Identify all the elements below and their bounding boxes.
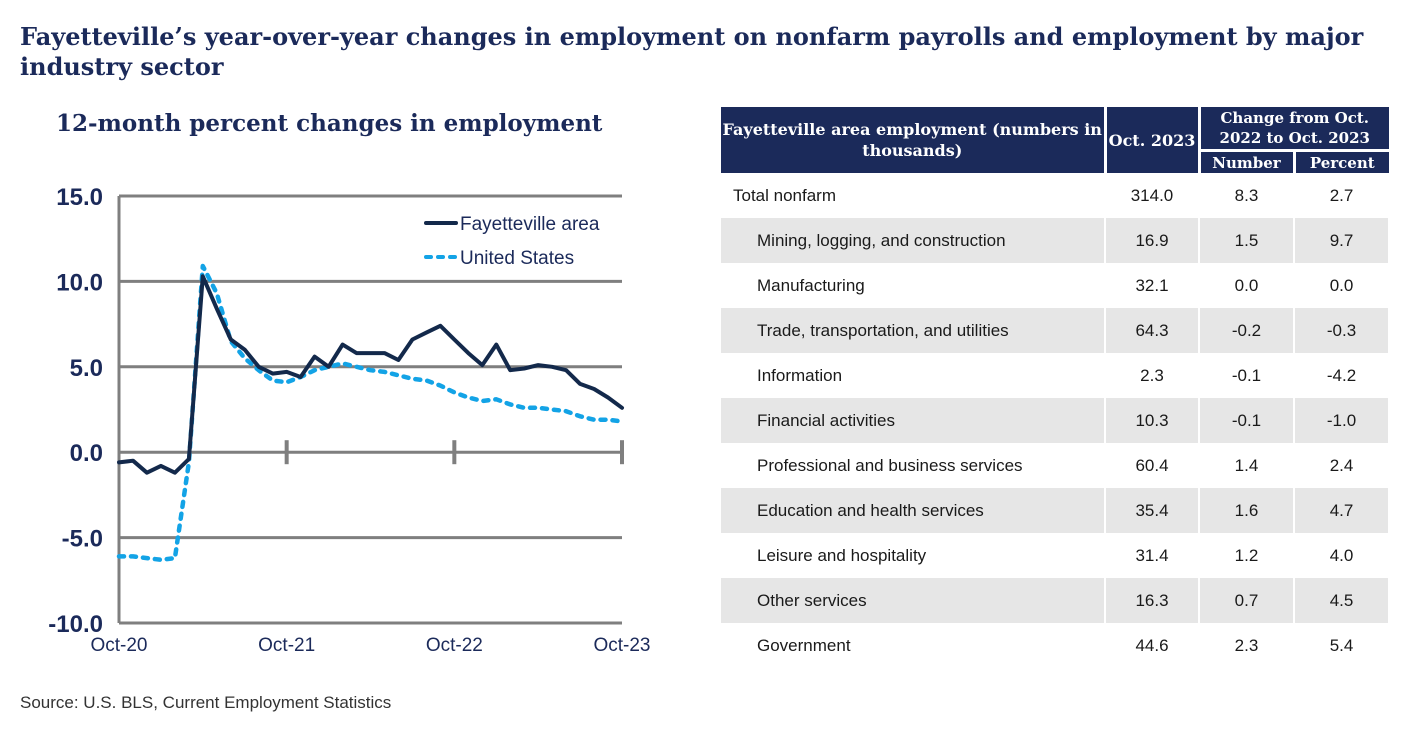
table-row: Leisure and hospitality 31.4 1.2 4.0 bbox=[721, 533, 1391, 578]
row-oct-value: 32.1 bbox=[1104, 263, 1200, 308]
row-change-percent: -4.2 bbox=[1292, 353, 1391, 398]
row-oct-value: 60.4 bbox=[1104, 443, 1200, 488]
row-label: Other services bbox=[721, 578, 1106, 623]
row-change-percent: 4.0 bbox=[1292, 533, 1391, 578]
row-label: Leisure and hospitality bbox=[721, 533, 1106, 578]
x-tick-label: Oct-20 bbox=[90, 635, 147, 656]
source-note: Source: U.S. BLS, Current Employment Sta… bbox=[20, 693, 392, 712]
row-change-percent: 4.5 bbox=[1292, 578, 1391, 623]
y-tick-label: 5.0 bbox=[70, 355, 103, 382]
row-change-number: 1.4 bbox=[1198, 443, 1295, 488]
row-change-number: 0.7 bbox=[1198, 578, 1295, 623]
chart-title: 12-month percent changes in employment bbox=[56, 110, 603, 137]
row-change-percent: 2.7 bbox=[1292, 173, 1391, 218]
row-change-percent: 5.4 bbox=[1292, 623, 1391, 668]
table-row: Financial activities 10.3 -0.1 -1.0 bbox=[721, 398, 1391, 443]
series-line-united-states bbox=[116, 263, 625, 563]
y-tick-label: 0.0 bbox=[70, 440, 103, 467]
table-row: Information 2.3 -0.1 -4.2 bbox=[721, 353, 1391, 398]
row-label: Information bbox=[721, 353, 1106, 398]
y-tick-label: -10.0 bbox=[48, 611, 103, 638]
row-oct-value: 16.9 bbox=[1104, 218, 1200, 263]
row-change-number: 1.2 bbox=[1198, 533, 1295, 578]
table-row: Professional and business services 60.4 1.… bbox=[721, 443, 1391, 488]
legend-label: Fayetteville area bbox=[460, 214, 600, 235]
header-percent: Percent bbox=[1294, 150, 1390, 173]
table-row: Other services 16.3 0.7 4.5 bbox=[721, 578, 1391, 623]
row-change-number: -0.2 bbox=[1198, 308, 1295, 353]
table-row: Government 44.6 2.3 5.4 bbox=[721, 623, 1391, 668]
row-change-percent: 2.4 bbox=[1292, 443, 1391, 488]
x-tick-label: Oct-23 bbox=[593, 635, 650, 656]
row-oct-value: 16.3 bbox=[1104, 578, 1200, 623]
row-change-number: 1.6 bbox=[1198, 488, 1295, 533]
row-change-number: 1.5 bbox=[1198, 218, 1295, 263]
row-change-percent: -0.3 bbox=[1292, 308, 1391, 353]
table-row: Mining, logging, and construction 16.9 1.5… bbox=[721, 218, 1391, 263]
row-label: Manufacturing bbox=[721, 263, 1106, 308]
employment-table: Fayetteville area employment (numbers in… bbox=[721, 107, 1391, 668]
row-change-percent: 4.7 bbox=[1292, 488, 1391, 533]
row-label: Government bbox=[721, 623, 1106, 668]
row-change-number: -0.1 bbox=[1198, 353, 1295, 398]
y-tick-label: 10.0 bbox=[56, 269, 103, 296]
y-tick-label: -5.0 bbox=[62, 526, 103, 553]
row-change-number: 2.3 bbox=[1198, 623, 1295, 668]
row-oct-value: 314.0 bbox=[1104, 173, 1200, 218]
series-line-fayetteville bbox=[117, 274, 624, 475]
row-change-number: -0.1 bbox=[1198, 398, 1295, 443]
header-change: Change from Oct. 2022 to Oct. 2023 bbox=[1199, 107, 1390, 152]
row-oct-value: 31.4 bbox=[1104, 533, 1200, 578]
row-label: Mining, logging, and construction bbox=[721, 218, 1106, 263]
row-label: Education and health services bbox=[721, 488, 1106, 533]
figure-title: Fayetteville’s year-over-year changes in… bbox=[20, 22, 1364, 81]
row-change-percent: -1.0 bbox=[1292, 398, 1391, 443]
y-tick-label: 15.0 bbox=[56, 184, 103, 211]
row-oct-value: 35.4 bbox=[1104, 488, 1200, 533]
x-tick-label: Oct-22 bbox=[426, 635, 483, 656]
table-row: Total nonfarm 314.0 8.3 2.7 bbox=[721, 173, 1391, 218]
row-label: Total nonfarm bbox=[721, 173, 1106, 218]
header-oct-2023: Oct. 2023 bbox=[1105, 107, 1201, 173]
table-row: Education and health services 35.4 1.6 4.7 bbox=[721, 488, 1391, 533]
row-change-percent: 0.0 bbox=[1292, 263, 1391, 308]
row-change-percent: 9.7 bbox=[1292, 218, 1391, 263]
table-body: Total nonfarm 314.0 8.3 2.7 Mining, logging,… bbox=[721, 173, 1391, 668]
legend-label: United States bbox=[460, 248, 574, 269]
row-label: Professional and business services bbox=[721, 443, 1106, 488]
row-oct-value: 10.3 bbox=[1104, 398, 1200, 443]
x-tick-label: Oct-21 bbox=[258, 635, 315, 656]
table-row: Manufacturing 32.1 0.0 0.0 bbox=[721, 263, 1391, 308]
row-oct-value: 2.3 bbox=[1104, 353, 1200, 398]
row-change-number: 0.0 bbox=[1198, 263, 1295, 308]
row-change-number: 8.3 bbox=[1198, 173, 1295, 218]
header-employment: Fayetteville area employment (numbers in… bbox=[721, 107, 1107, 173]
table-row: Trade, transportation, and utilities 64.3… bbox=[721, 308, 1391, 353]
row-label: Financial activities bbox=[721, 398, 1106, 443]
row-oct-value: 64.3 bbox=[1104, 308, 1200, 353]
header-number: Number bbox=[1199, 150, 1296, 173]
row-oct-value: 44.6 bbox=[1104, 623, 1200, 668]
row-label: Trade, transportation, and utilities bbox=[721, 308, 1106, 353]
